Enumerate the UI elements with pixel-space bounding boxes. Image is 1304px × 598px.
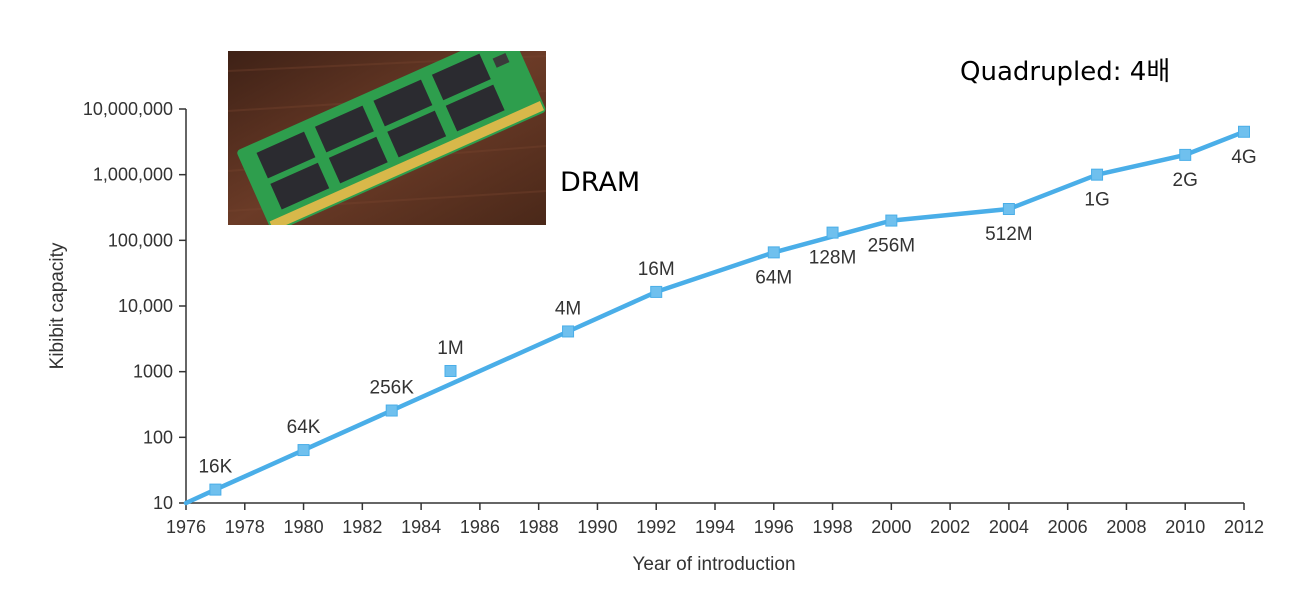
x-tick-label: 2012 [1224, 517, 1264, 537]
x-axis-title: Year of introduction [632, 554, 795, 575]
point-marker-4g [1238, 125, 1250, 138]
point-marker-128m [826, 226, 839, 239]
point-label-16m: 16M [638, 259, 675, 280]
point-label-64m: 64M [755, 267, 792, 288]
x-tick-label: 2000 [871, 517, 911, 537]
point-label-128m: 128M [809, 248, 857, 269]
x-tick-label: 2010 [1165, 517, 1205, 537]
point-marker-1m [444, 364, 457, 377]
x-tick-label: 2002 [930, 517, 970, 537]
x-tick-label: 2004 [989, 517, 1029, 537]
x-tick-label: 2006 [1048, 517, 1088, 537]
point-marker-16k [209, 483, 222, 496]
point-label-2g: 2G [1173, 170, 1198, 191]
x-tick-label: 1976 [166, 517, 206, 537]
y-tick-label: 1,000,000 [93, 165, 173, 185]
point-marker-512m [1002, 203, 1015, 216]
x-tick-label: 2008 [1106, 517, 1146, 537]
point-label-64k: 64K [287, 417, 321, 438]
point-label-256k: 256K [370, 378, 415, 399]
x-tick-label: 1994 [695, 517, 735, 537]
point-label-4g: 4G [1231, 147, 1256, 168]
point-label-1m: 1M [437, 338, 463, 359]
capacity-line [183, 129, 1247, 506]
point-label-16k: 16K [198, 457, 232, 478]
y-tick-label: 100 [143, 427, 173, 447]
x-tick-label: 1998 [813, 517, 853, 537]
x-tick-label: 1996 [754, 517, 794, 537]
x-tick-label: 1988 [519, 517, 559, 537]
dram-module-photo [228, 51, 546, 225]
point-marker-256m [885, 214, 898, 227]
point-marker-256k [385, 404, 398, 417]
dram-caption: DRAM [560, 167, 640, 198]
y-tick-label: 100,000 [108, 230, 173, 250]
y-tick-label: 1000 [133, 362, 173, 382]
point-marker-2g [1179, 148, 1192, 161]
markers [209, 125, 1250, 496]
point-marker-64m [767, 246, 780, 259]
x-tick-label: 1990 [577, 517, 617, 537]
point-label-1g: 1G [1084, 190, 1109, 211]
point-marker-16m [650, 285, 663, 298]
y-tick-label: 10,000 [118, 296, 173, 316]
point-marker-64k [297, 444, 310, 457]
y-axis-title: Kibibit capacity [47, 242, 68, 369]
x-tick-label: 1982 [342, 517, 382, 537]
x-tick-label: 1992 [636, 517, 676, 537]
y-tick-label: 10,000,000 [83, 99, 173, 119]
x-tick-label: 1986 [460, 517, 500, 537]
x-tick-label: 1980 [284, 517, 324, 537]
y-tick-label: 10 [153, 493, 173, 513]
point-label-4m: 4M [555, 298, 581, 319]
point-labels: 16K 64K 256K 1M 4M 16M 64M 128M 256M 512M 1G 2G 4G [198, 147, 1256, 478]
axes: 10 100 1000 10,000 100,000 1,000,000 10,000,00… [83, 99, 1264, 537]
x-tick-label: 1984 [401, 517, 441, 537]
point-label-256m: 256M [868, 236, 916, 257]
point-label-512m: 512M [985, 224, 1033, 245]
point-marker-4m [562, 325, 575, 338]
point-marker-1g [1091, 168, 1104, 181]
quadrupled-annotation: Quadrupled: 4배 [960, 57, 1170, 87]
series-line [183, 129, 1247, 506]
x-tick-label: 1978 [225, 517, 265, 537]
